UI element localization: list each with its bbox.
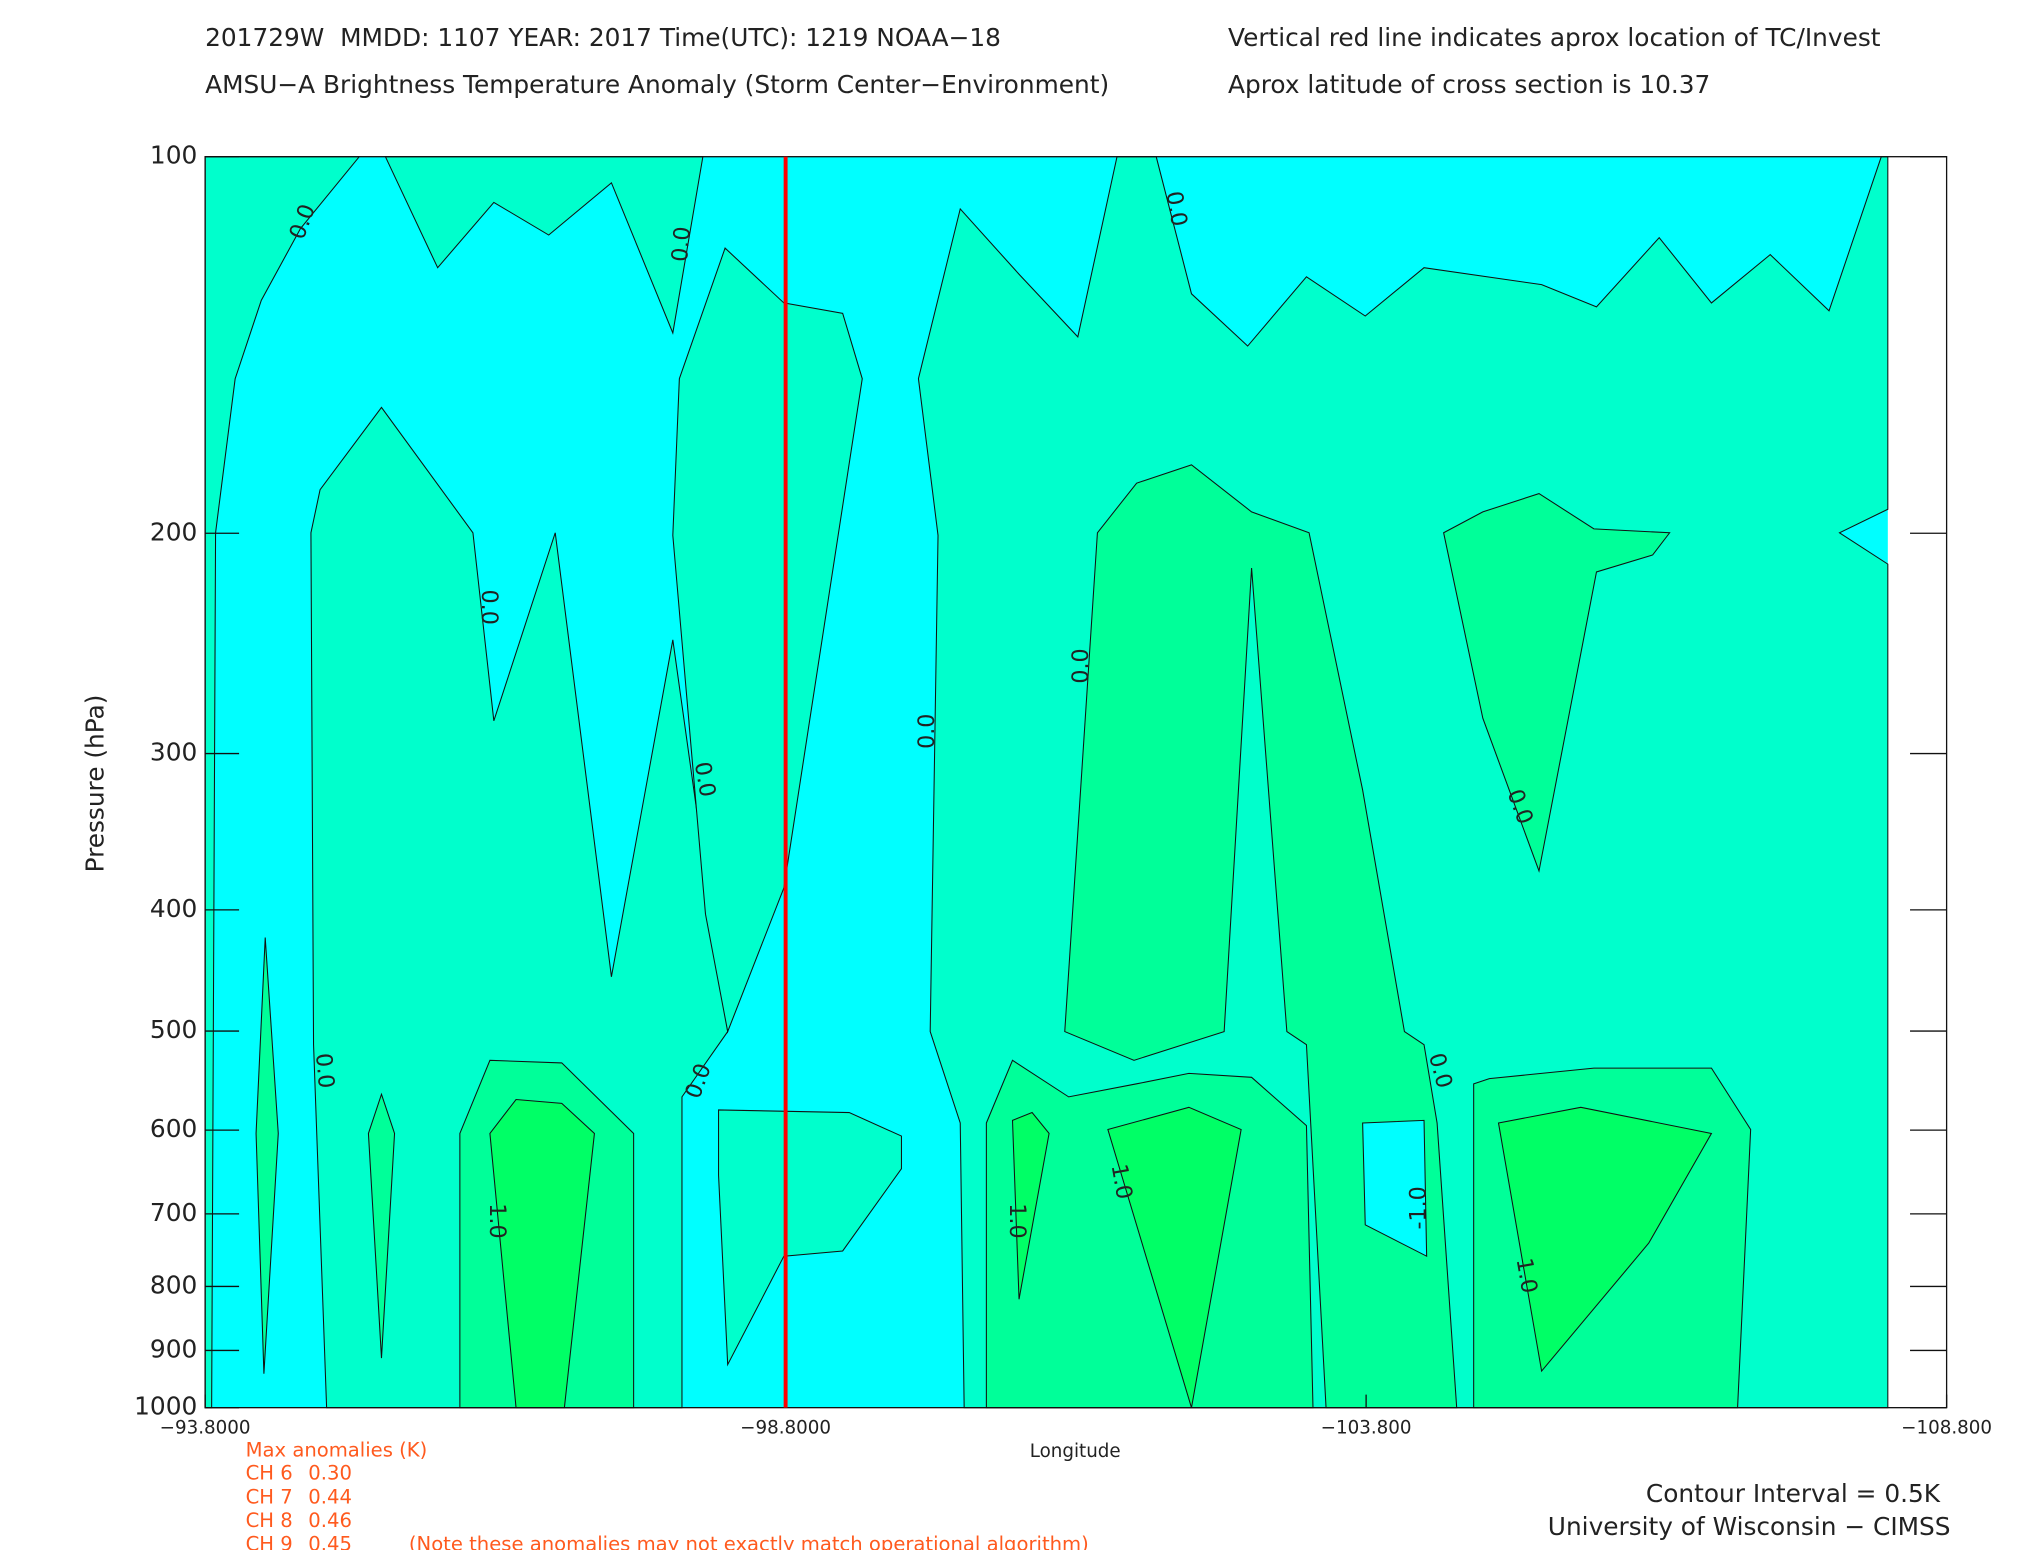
footer: Contour Interval = 0.5K [1646, 1479, 1941, 1508]
anomaly-channel: CH 6 [246, 1462, 293, 1485]
y-tick-label: 500 [150, 1015, 197, 1044]
x-tick-label: −98.8000 [740, 1418, 831, 1439]
anomaly-value: 0.44 [308, 1485, 352, 1508]
contour-region [1362, 1119, 1428, 1258]
contour-label: 0.0 [667, 225, 696, 262]
x-tick-label: −108.800 [1901, 1418, 1992, 1439]
anomaly-value: 0.30 [308, 1462, 352, 1485]
contour-region [1497, 1106, 1713, 1373]
x-axis-label: Longitude [1030, 1441, 1121, 1462]
anomalies-title: Max anomalies (K) [246, 1438, 428, 1461]
contour-region [1443, 493, 1671, 873]
contour-label: 1.0 [1511, 1256, 1543, 1295]
anomaly-value: 0.46 [308, 1509, 352, 1532]
contour-label: 1.0 [484, 1203, 510, 1238]
note: Vertical red line indicates aprox locati… [1228, 23, 1881, 52]
plot-frame [204, 156, 1948, 1409]
contour-region [384, 156, 704, 335]
contour-region [1064, 464, 1458, 1409]
contour-label: 0.0 [476, 590, 502, 625]
contour-region [718, 1109, 902, 1367]
footer: University of Wisconsin − CIMSS [1548, 1512, 1951, 1541]
title-line: AMSU−A Brightness Temperature Anomaly (S… [205, 70, 1109, 99]
contour-label: 0.0 [1160, 189, 1192, 228]
contour-label: 0.0 [689, 760, 721, 799]
contour-region [1107, 1106, 1242, 1408]
x-tick-label: −93.8000 [160, 1418, 251, 1439]
y-tick-label: 600 [150, 1114, 197, 1143]
contour-label: 0.0 [1068, 648, 1094, 683]
y-tick-label: 800 [150, 1270, 197, 1299]
contour-field [204, 156, 1889, 1409]
contour-label: 0.0 [914, 714, 940, 749]
anomaly-channel: CH 9 [246, 1532, 293, 1550]
y-tick-label: 1000 [134, 1392, 197, 1421]
contour-region [1011, 1111, 1050, 1300]
contour-label: 1.0 [1004, 1203, 1030, 1238]
y-tick-label: 100 [150, 141, 197, 170]
contour-label: 1.0 [1106, 1162, 1138, 1201]
anomaly-channel: CH 8 [246, 1509, 293, 1532]
contour-region [255, 937, 279, 1374]
y-tick-label: 400 [150, 894, 197, 923]
contour-label: -1.0 [1405, 1186, 1431, 1229]
anomaly-value: 0.45 [308, 1532, 352, 1550]
contour-label: 0.0 [310, 1052, 339, 1089]
note: Aprox latitude of cross section is 10.37 [1228, 70, 1710, 99]
y-axis-label: Pressure (hPa) [81, 695, 110, 873]
y-tick-label: 900 [150, 1334, 197, 1363]
contour-region [367, 1092, 396, 1359]
anomalies-note: (Note these anomalies may not exactly ma… [409, 1532, 1089, 1550]
x-tick-label: −103.800 [1321, 1418, 1412, 1439]
anomaly-channel: CH 7 [246, 1485, 293, 1508]
y-tick-label: 200 [150, 517, 197, 546]
contour-region [672, 247, 863, 1034]
y-tick-label: 300 [150, 738, 197, 767]
y-tick-label: 700 [150, 1198, 197, 1227]
title-line: 201729W MMDD: 1107 YEAR: 2017 Time(UTC):… [205, 23, 1001, 52]
